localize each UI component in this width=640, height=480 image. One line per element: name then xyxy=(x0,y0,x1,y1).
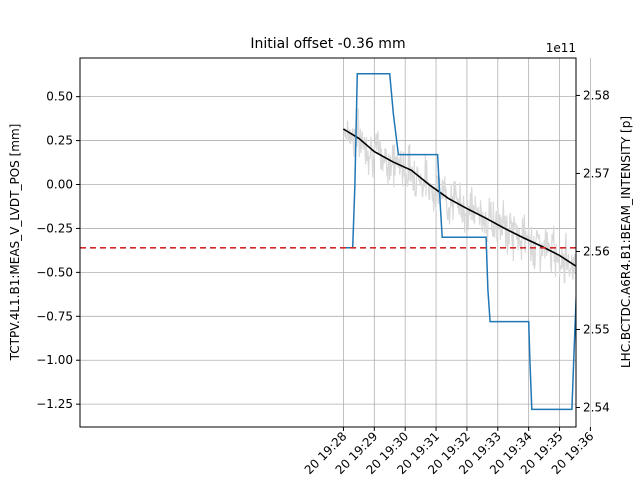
y-axis-left: 0.50 0.25 0.00 −0.25 −0.50 −0.75 −1.00 −1.25 xyxy=(36,90,80,411)
series-intensity-raw xyxy=(343,108,576,288)
y-right-tick-label: 2.56 xyxy=(583,244,610,258)
y-left-tick-label: −0.25 xyxy=(36,221,73,235)
chart-title: Initial offset -0.36 mm xyxy=(250,36,405,52)
y-left-tick-label: 0.50 xyxy=(46,90,73,104)
y-left-tick-label: 0.00 xyxy=(46,178,73,192)
y-left-tick-label: 0.25 xyxy=(46,134,73,148)
plot-frame xyxy=(79,57,577,428)
y-left-tick-label: −0.75 xyxy=(36,309,73,323)
series-intensity-smoothed xyxy=(342,128,576,267)
plot-area xyxy=(80,73,576,411)
y-left-tick-label: −0.50 xyxy=(36,265,73,279)
y-right-tick-label: 2.57 xyxy=(583,166,610,180)
y-axis-right: 2.58 2.57 2.56 2.55 2.54 xyxy=(576,88,610,414)
right-axis-offset-label: 1e11 xyxy=(546,41,576,55)
y-axis-right-title: LHC.BCTDC.A6R4.B1:BEAM_INTENSITY [p] xyxy=(619,116,633,368)
y-right-tick-label: 2.58 xyxy=(583,88,610,102)
y-left-tick-label: −1.25 xyxy=(36,397,73,411)
y-right-tick-label: 2.54 xyxy=(583,400,610,414)
series-position xyxy=(343,73,576,411)
y-right-tick-label: 2.55 xyxy=(583,322,610,336)
y-left-tick-label: −1.00 xyxy=(36,353,73,367)
y-axis-left-title: TCTPV.4L1.B1:MEAS_V_LVDT_POS [mm] xyxy=(8,124,22,362)
